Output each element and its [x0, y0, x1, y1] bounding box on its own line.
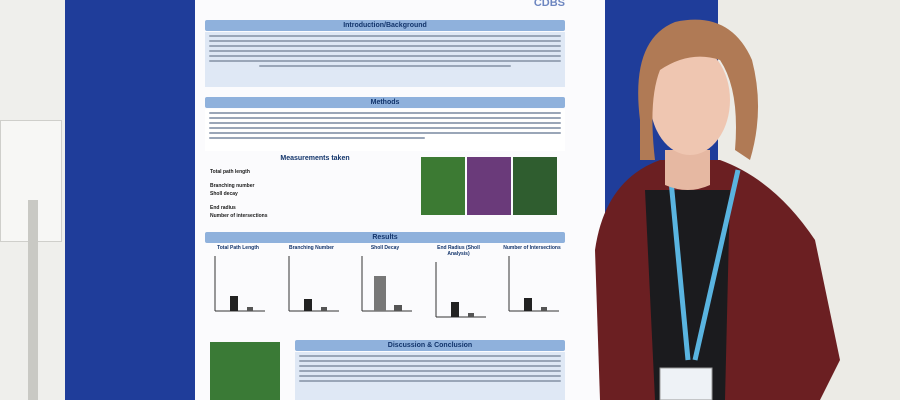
micrograph: [210, 342, 280, 400]
text-block: [205, 109, 565, 151]
chart-title: Branching Number: [288, 245, 334, 251]
neck: [665, 150, 710, 190]
item: Sholl decay: [210, 191, 238, 197]
measurement-list: Total path length Branching number Sholl…: [210, 168, 415, 220]
chart-title: Number of Intersections: [503, 245, 561, 251]
poster: CDBS Introduction/Background Methods Mea…: [195, 0, 605, 400]
item: End radius: [210, 205, 236, 211]
item: Total path length: [210, 169, 250, 175]
micrograph: [467, 157, 511, 215]
badge: [659, 367, 713, 400]
lanyard: [667, 169, 741, 361]
item: Branching number: [210, 183, 255, 189]
text-block: [205, 32, 565, 87]
mini-chart: [288, 256, 339, 312]
item: Number of intersections: [210, 213, 268, 219]
chart-title: Total Path Length: [217, 245, 259, 251]
top: [645, 190, 730, 400]
chart-title: End Radius (Sholl Analysis): [437, 245, 480, 257]
mini-chart: [508, 256, 559, 312]
section-title: Introduction/Background: [205, 20, 565, 31]
subheading: Measurements taken: [280, 155, 350, 162]
text-block: [295, 352, 565, 400]
section-title: Results: [205, 232, 565, 243]
logo: CDBS: [533, 0, 565, 9]
section-title: Methods: [205, 97, 565, 108]
results-charts: Total Path Length Branching Number Sholl…: [205, 245, 565, 330]
mini-chart: [361, 256, 412, 312]
mini-chart: [435, 262, 486, 318]
chart-title: Sholl Decay: [370, 245, 400, 251]
face: [650, 45, 730, 155]
stand: [28, 200, 38, 400]
board-left: [65, 0, 210, 400]
micrograph: [421, 157, 465, 215]
mini-chart: [214, 256, 265, 312]
person: [595, 19, 840, 400]
hair: [638, 19, 759, 161]
micrograph: [513, 157, 557, 215]
section-title: Discussion & Conclusion: [295, 340, 565, 351]
